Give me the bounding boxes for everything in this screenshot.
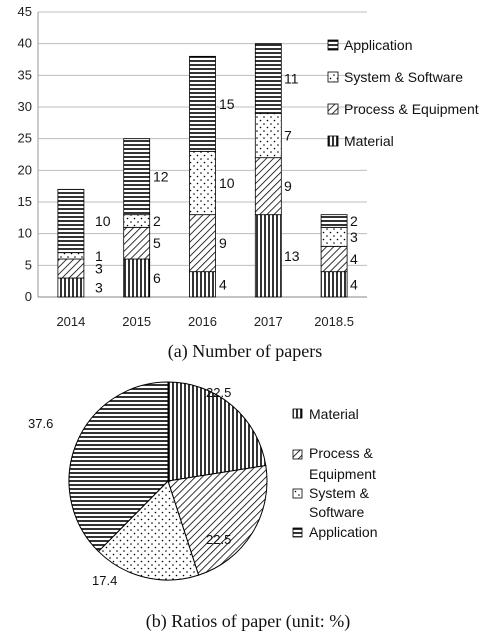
- legend-swatch-application: [327, 39, 339, 51]
- data-label: 12: [153, 169, 169, 185]
- data-label: 10: [219, 175, 235, 191]
- pie-value-label: 22.5: [206, 532, 231, 547]
- pie-legend-swatch-process-equipment: [292, 449, 303, 460]
- data-label: 10: [95, 213, 111, 229]
- bar-segment-process-equipment-2015: [123, 226, 151, 260]
- bar-segment-material-2014: [57, 277, 85, 298]
- data-label: 13: [284, 248, 300, 264]
- data-label: 2: [153, 213, 161, 229]
- data-label: 15: [219, 96, 235, 112]
- x-tick-label: 2014: [56, 314, 85, 329]
- y-tick-label: 10: [18, 226, 32, 241]
- bar-segment-system-software-2015: [123, 214, 151, 228]
- legend-label-application: Application: [344, 37, 413, 53]
- x-tick-label: 2015: [122, 314, 151, 329]
- pie-chart: 22.5 22.5 17.4 37.6 Material Process & Equipme…: [28, 381, 378, 588]
- bar-segment-process-equipment-2017: [254, 157, 282, 216]
- bar-segment-process-equipment-2018-5: [320, 245, 348, 273]
- pie-legend-label: Software: [309, 504, 364, 520]
- data-label: 9: [284, 178, 292, 194]
- bar-segment-process-equipment-2014: [57, 258, 85, 279]
- bar-segment-system-software-2016: [189, 150, 216, 216]
- pie-legend-label: Process &: [309, 445, 373, 461]
- data-label: 3: [95, 261, 103, 277]
- y-tick-label: 35: [18, 67, 32, 82]
- legend-label-material: Material: [344, 133, 394, 149]
- bar-segment-application-2018-5: [320, 214, 348, 228]
- data-label: 6: [153, 270, 161, 286]
- legend-label-system-software: System & Software: [344, 69, 463, 85]
- pie-legend-label: Equipment: [309, 466, 376, 482]
- pie-legend-label: Material: [309, 406, 359, 422]
- pie-slice-system-software: [97, 480, 200, 581]
- y-tick-label: 45: [18, 4, 32, 19]
- data-label: 5: [153, 235, 161, 251]
- pie-slice-process-equipment: [167, 464, 268, 576]
- legend-label-process-equipment: Process & Equipment: [344, 101, 479, 117]
- bar-segment-material-2017: [254, 214, 282, 298]
- y-tick-label: 5: [25, 257, 32, 272]
- bar-segment-application-2017: [254, 43, 282, 114]
- bar-chart-caption: (a) Number of papers: [168, 341, 322, 362]
- x-tick-label: 2017: [254, 314, 283, 329]
- x-tick-label: 2016: [188, 314, 217, 329]
- bar-chart: 0510152025303540453311020146521220154910…: [18, 4, 479, 329]
- y-tick-label: 40: [18, 36, 32, 51]
- legend-swatch-material: [327, 135, 339, 147]
- pie-legend-swatch-application: [292, 527, 303, 538]
- data-label: 4: [219, 276, 227, 292]
- bar-segment-application-2014: [57, 188, 85, 254]
- data-label: 4: [350, 251, 358, 267]
- pie-legend-swatch-material: [292, 408, 303, 419]
- bar-segment-application-2016: [189, 55, 216, 152]
- legend-swatch-process-equipment: [327, 103, 339, 115]
- x-tick-label: 2018.5: [314, 314, 354, 329]
- pie-slice-application: [68, 381, 169, 553]
- bar-segment-system-software-2014: [57, 252, 85, 260]
- pie-value-label: 22.5: [206, 385, 231, 400]
- data-label: 9: [219, 235, 227, 251]
- data-label: 7: [284, 128, 292, 144]
- bar-segment-material-2016: [189, 271, 216, 298]
- y-tick-label: 30: [18, 99, 32, 114]
- data-label: 1: [95, 248, 103, 264]
- y-tick-label: 20: [18, 162, 32, 177]
- pie-legend-swatch-system-software: [292, 488, 303, 499]
- data-label: 3: [95, 280, 103, 296]
- bar-segment-material-2018-5: [320, 271, 348, 298]
- bar-segment-material-2015: [123, 258, 151, 298]
- bar-segment-system-software-2017: [254, 112, 282, 159]
- pie-legend-label: Application: [309, 524, 378, 540]
- data-label: 3: [350, 229, 358, 245]
- bar-segment-process-equipment-2016: [189, 214, 216, 273]
- pie-value-label: 37.6: [28, 416, 53, 431]
- legend-swatch-system-software: [327, 71, 339, 83]
- bar-segment-application-2015: [123, 138, 151, 216]
- data-label: 2: [350, 213, 358, 229]
- data-label: 4: [350, 276, 358, 292]
- pie-legend-label: System &: [309, 485, 370, 501]
- y-tick-label: 0: [25, 289, 32, 304]
- pie-chart-caption: (b) Ratios of paper (unit: %): [146, 611, 350, 632]
- y-tick-label: 25: [18, 131, 32, 146]
- bar-segment-system-software-2018-5: [320, 226, 348, 247]
- data-label: 11: [284, 71, 299, 87]
- pie-slice-material: [167, 381, 267, 482]
- y-tick-label: 15: [18, 194, 32, 209]
- pie-value-label: 17.4: [92, 573, 117, 588]
